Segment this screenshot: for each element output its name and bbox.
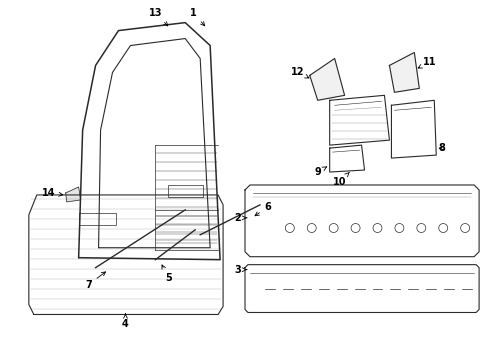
Text: 4: 4	[122, 314, 129, 329]
Text: 7: 7	[85, 272, 105, 289]
Text: 10: 10	[333, 172, 349, 187]
Text: 14: 14	[42, 188, 63, 198]
Text: 11: 11	[418, 58, 436, 68]
Text: 8: 8	[439, 143, 446, 153]
Polygon shape	[310, 58, 344, 100]
Text: 12: 12	[291, 67, 309, 78]
Text: 1: 1	[190, 8, 205, 26]
Polygon shape	[390, 53, 419, 92]
Text: 13: 13	[148, 8, 168, 26]
Text: 6: 6	[255, 202, 271, 216]
Text: 9: 9	[315, 167, 326, 177]
Text: 3: 3	[235, 265, 247, 275]
Text: 2: 2	[235, 213, 247, 223]
Text: 5: 5	[162, 265, 171, 283]
Polygon shape	[66, 187, 81, 202]
